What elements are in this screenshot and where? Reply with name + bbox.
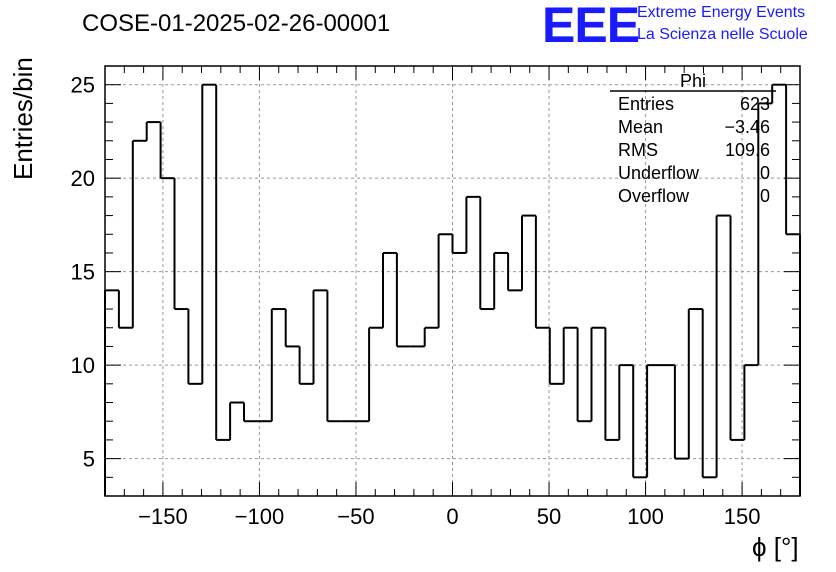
stats-title: Phi bbox=[680, 71, 706, 91]
stats-label: Mean bbox=[618, 117, 663, 137]
stats-value: −3.46 bbox=[724, 117, 770, 137]
plot-title: COSE-01-2025-02-26-00001 bbox=[82, 10, 391, 37]
x-tick-label: −50 bbox=[337, 504, 374, 529]
y-tick-label: 25 bbox=[71, 73, 95, 98]
stats-label: RMS bbox=[618, 140, 658, 160]
x-tick-label: 100 bbox=[627, 504, 664, 529]
x-tick-label: 50 bbox=[537, 504, 561, 529]
y-tick-label: 10 bbox=[71, 353, 95, 378]
logo-line-1: Extreme Energy Events bbox=[637, 4, 806, 21]
stats-value: 0 bbox=[760, 163, 770, 183]
x-tick-label: −150 bbox=[138, 504, 188, 529]
y-tick-label: 20 bbox=[71, 166, 95, 191]
stats-value: 0 bbox=[760, 186, 770, 206]
logo-line-2: La Scienza nelle Scuole bbox=[637, 26, 808, 43]
stats-value: 109.6 bbox=[725, 140, 770, 160]
stats-label: Entries bbox=[618, 94, 674, 114]
y-tick-label: 5 bbox=[83, 447, 95, 472]
x-tick-label: 0 bbox=[446, 504, 458, 529]
stats-value: 623 bbox=[740, 94, 770, 114]
plot-frame bbox=[104, 65, 801, 497]
stats-label: Overflow bbox=[618, 186, 690, 206]
stats-box: Phi Entries 623 Mean −3.46 RMS 109.6 Underflow 0… bbox=[610, 71, 776, 206]
y-tick-label: 15 bbox=[71, 260, 95, 285]
x-axis-title: ϕ [°] bbox=[752, 532, 799, 562]
x-tick-label: 150 bbox=[724, 504, 761, 529]
eee-logo: EEE bbox=[542, 0, 640, 53]
stats-label: Underflow bbox=[618, 163, 700, 183]
x-tick-label: −100 bbox=[235, 504, 285, 529]
